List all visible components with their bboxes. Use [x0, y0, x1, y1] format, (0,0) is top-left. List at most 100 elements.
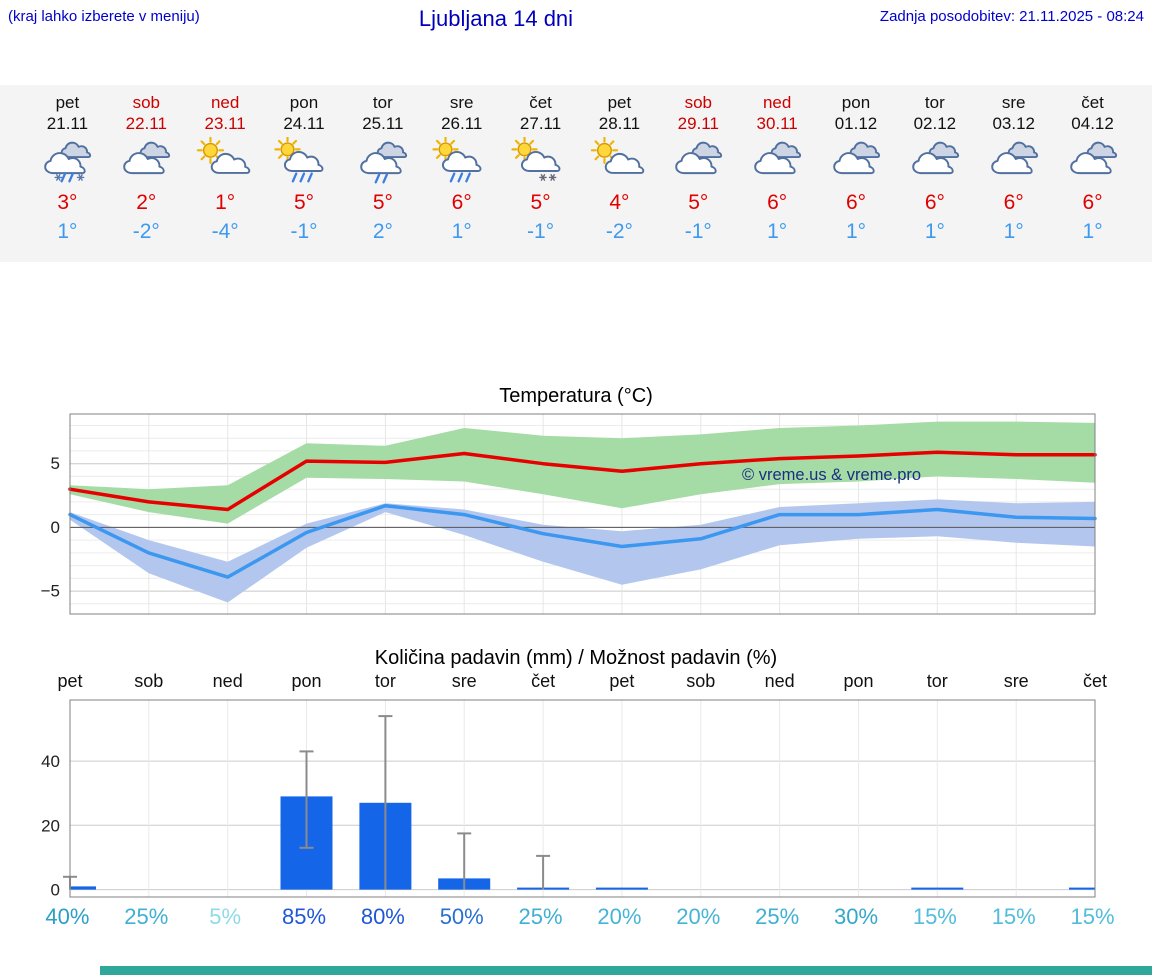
precip-error-bar	[536, 854, 551, 890]
raindrop-shape	[68, 172, 75, 183]
precip-ytick: 40	[41, 752, 60, 771]
day-date: 29.11	[677, 114, 719, 133]
precip-bar	[595, 887, 648, 890]
max-range-band	[70, 421, 1095, 524]
precip-day-label: pon	[291, 671, 321, 691]
snowflake-shape	[54, 174, 63, 181]
precip-day-label: čet	[531, 671, 555, 691]
precip-error-bar	[299, 750, 314, 849]
day-date: 01.12	[834, 114, 878, 133]
weather-icon-sleet	[28, 137, 107, 189]
high-temp: 6°	[1082, 191, 1103, 214]
forecast-grid: pet 21.11 3° 1° sob 22.11 2° -2° ned 23.11 1° -4° po…	[28, 92, 1132, 244]
day-column: pet 28.11 4° -2°	[580, 92, 659, 244]
probability-label: 20%	[597, 904, 642, 929]
probability-label: 40%	[45, 904, 90, 929]
day-date: 23.11	[204, 114, 246, 133]
day-name: sob	[132, 93, 160, 112]
cloud-shape	[123, 152, 165, 175]
high-temp: 6°	[924, 191, 945, 214]
low-temp: 1°	[1082, 220, 1103, 243]
cloud-shape	[520, 150, 561, 172]
day-column: pet 21.11 3° 1°	[28, 92, 107, 244]
cloud-shape	[1069, 152, 1112, 175]
precip-day-label: tor	[375, 671, 396, 691]
raindrop-shape	[464, 172, 471, 183]
sun-shape	[274, 136, 301, 163]
cloud-shape	[691, 141, 723, 159]
day-date: 22.11	[125, 114, 167, 133]
precipitation-probability-row: 40% 25% 5% 85% 80% 50% 25% 20% 20% 25% 30% 15% 15% 15…	[0, 903, 1152, 931]
day-column: sob 29.11 5° -1°	[659, 92, 738, 244]
temperature-chart: −5 0 5 © vreme.us & vreme.pro	[0, 408, 1152, 629]
precipitation-chart: pet sob ned pon tor sre čet pet sob ned pon tor sre č…	[0, 670, 1152, 909]
cloud-shape	[928, 141, 959, 159]
probability-label: 5%	[209, 904, 242, 929]
high-temp: 5°	[530, 191, 551, 214]
probability-label: 15%	[1070, 904, 1115, 929]
day-date: 30.11	[756, 114, 798, 133]
day-column: pon 01.12 6° 1°	[817, 92, 896, 244]
watermark: © vreme.us & vreme.pro	[742, 466, 921, 484]
day-name: tor	[372, 93, 393, 112]
day-column: čet 04.12 6° 1°	[1053, 92, 1132, 244]
raindrop-shape	[374, 173, 381, 184]
weather-icon-partly	[580, 136, 659, 189]
precip-day-label: tor	[927, 671, 948, 691]
probability-label: 80%	[360, 904, 405, 929]
day-name: tor	[924, 93, 945, 112]
high-temp: 6°	[451, 191, 472, 214]
probability-label: 25%	[124, 904, 169, 929]
precip-day-label: sob	[134, 671, 163, 691]
precip-day-label: ned	[765, 671, 795, 691]
day-name: čet	[1081, 93, 1104, 112]
low-temp: 1°	[845, 220, 867, 243]
precip-day-label: sob	[686, 671, 715, 691]
cloud-shape	[283, 150, 324, 172]
precip-ytick: 0	[51, 881, 60, 900]
day-name: pon	[289, 93, 319, 112]
weather-icon-cloudy	[895, 137, 974, 189]
raindrop-shape	[291, 172, 298, 183]
page-title: Ljubljana 14 dni	[418, 6, 574, 31]
day-date: 21.11	[46, 114, 89, 133]
day-name: sre	[1001, 93, 1026, 112]
sun-shape	[196, 136, 225, 165]
day-name: čet	[529, 93, 552, 112]
day-date: 03.12	[992, 114, 1035, 133]
cloud-shape	[44, 152, 87, 175]
raindrop-shape	[60, 172, 67, 183]
weather-icon-snow-sun	[501, 136, 580, 189]
precip-day-label: pet	[609, 671, 634, 691]
low-temp: -1°	[290, 220, 318, 243]
cloud-shape	[912, 152, 954, 175]
precip-ytick: 20	[41, 816, 60, 835]
low-temp: 1°	[1003, 220, 1024, 243]
weather-icon-cloudy	[974, 137, 1053, 189]
precipitation-chart-title: Količina padavin (mm) / Možnost padavin …	[374, 647, 778, 669]
probability-label: 85%	[281, 904, 327, 929]
precip-bar	[70, 886, 96, 890]
day-column: ned 23.11 1° -4°	[186, 92, 265, 244]
low-temp: -4°	[211, 220, 239, 243]
weather-icon-rain-sun	[422, 136, 501, 189]
cloud-shape	[675, 152, 717, 175]
last-updated: Zadnja posodobitev: 21.11.2025 - 08:24	[879, 8, 1144, 25]
temp-ytick: 5	[51, 454, 60, 473]
snowflake-shape	[548, 174, 556, 181]
cloud-shape	[990, 152, 1033, 175]
day-date: 26.11	[441, 114, 483, 133]
temperature-chart-title: Temperatura (°C)	[499, 385, 653, 407]
day-date: 24.11	[283, 114, 325, 133]
weather-icon-rain	[343, 137, 422, 189]
day-column: ned 30.11 6° 1°	[738, 92, 817, 244]
probability-label: 15%	[912, 904, 957, 929]
footer-strip	[100, 966, 1152, 975]
probability-label: 25%	[755, 904, 800, 929]
low-temp: -1°	[527, 220, 555, 243]
high-temp: 6°	[767, 191, 788, 214]
cloud-shape	[441, 150, 482, 172]
cloud-shape	[754, 152, 796, 175]
day-name: pon	[841, 93, 871, 112]
